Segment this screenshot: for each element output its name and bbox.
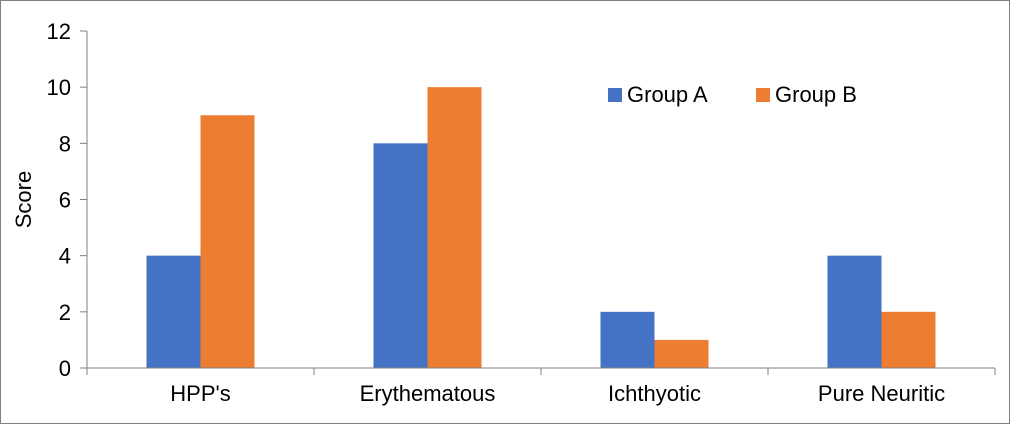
bar-group-b-2 [654,339,709,368]
bar-group-b-3 [881,311,936,368]
y-axis-ticks: 0 2 4 6 8 10 12 [47,19,87,381]
legend-swatch-group-a [608,88,622,102]
bar-group-a-0 [146,255,201,368]
legend-label-group-b: Group B [775,82,857,107]
bar-group-b-1 [427,87,482,369]
bar-group-a-2 [600,311,655,368]
y-tick-label: 8 [59,131,71,156]
bar-group-a-1 [373,143,428,368]
bars-layer [146,87,936,369]
y-tick-label: 4 [59,244,71,269]
y-tick-label: 10 [47,75,71,100]
x-tick-label: Ichthyotic [608,381,701,406]
x-tick-label: Pure Neuritic [818,381,945,406]
y-tick-label: 0 [59,356,71,381]
bar-group-b-0 [200,115,255,368]
legend: Group A Group B [608,82,857,107]
x-tick-label: HPP's [170,381,230,406]
x-tick-label: Erythematous [360,381,496,406]
legend-label-group-a: Group A [627,82,708,107]
y-axis-title: Score [11,171,36,228]
x-axis-ticks: HPP's Erythematous Ichthyotic Pure Neuritic [86,368,996,406]
bar-group-a-3 [827,255,882,368]
y-tick-label: 6 [59,188,71,213]
y-tick-label: 12 [47,19,71,44]
y-tick-label: 2 [59,300,71,325]
legend-swatch-group-b [756,88,770,102]
